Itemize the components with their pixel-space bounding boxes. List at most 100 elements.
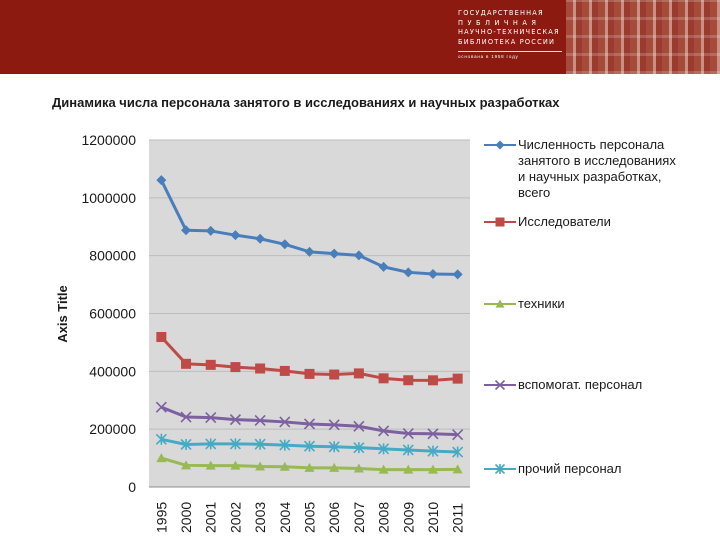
x-tick-label: 2000 <box>178 502 194 533</box>
data-point <box>353 250 364 261</box>
data-point <box>452 446 464 458</box>
y-tick-label: 0 <box>128 479 136 495</box>
y-axis-title: Axis Title <box>55 285 70 343</box>
data-point <box>427 464 438 474</box>
data-point <box>205 359 216 370</box>
data-point <box>495 299 505 308</box>
data-point <box>378 425 390 437</box>
data-point <box>452 373 463 384</box>
legend-label: всего <box>518 185 551 200</box>
x-tick-label: 2003 <box>252 502 268 533</box>
data-point <box>427 269 438 280</box>
data-point <box>329 369 340 380</box>
data-point <box>494 379 506 391</box>
x-tick-label: 2001 <box>203 502 219 533</box>
data-point <box>279 365 290 376</box>
data-point <box>304 368 315 379</box>
data-point <box>155 401 167 413</box>
data-point <box>402 427 414 440</box>
data-point <box>427 445 439 457</box>
data-point <box>279 461 290 471</box>
data-point <box>495 140 505 150</box>
data-point <box>180 438 192 451</box>
data-point <box>255 233 266 244</box>
data-point <box>303 440 316 452</box>
data-point <box>279 239 290 250</box>
x-tick-label: 2007 <box>351 502 367 533</box>
data-point <box>328 419 340 431</box>
data-point <box>353 420 365 432</box>
data-point <box>402 444 414 456</box>
building-photo <box>566 0 720 74</box>
x-tick-label: 2009 <box>400 502 416 533</box>
x-tick-label: 2008 <box>376 502 392 533</box>
logo-divider <box>458 51 562 52</box>
logo-line: ГОСУДАРСТВЕННАЯ <box>458 9 544 17</box>
x-tick-label: 2004 <box>277 502 293 533</box>
data-point <box>255 363 266 374</box>
data-point <box>255 461 266 471</box>
data-point <box>180 411 192 423</box>
data-point <box>205 438 217 450</box>
x-tick-label: 2005 <box>302 502 318 533</box>
data-point <box>156 453 167 463</box>
data-point <box>329 248 340 259</box>
data-point <box>229 414 241 426</box>
data-point <box>353 463 364 473</box>
data-point <box>452 269 463 280</box>
logo-line: П У Б Л И Ч Н А Я <box>458 18 538 27</box>
data-point <box>205 225 216 236</box>
legend-label: Численность персонала <box>518 137 665 152</box>
legend-label: занятого в исследованиях <box>518 153 676 168</box>
data-point <box>254 438 266 450</box>
x-tick-label: 1995 <box>153 502 169 533</box>
data-point <box>378 261 389 272</box>
data-point <box>279 439 291 451</box>
data-point <box>378 373 389 384</box>
data-point <box>427 375 438 386</box>
x-tick-label: 2011 <box>450 503 466 533</box>
legend-label: прочий персонал <box>518 461 622 476</box>
data-point <box>304 246 315 257</box>
logo-line: НАУЧНО-ТЕХНИЧЕСКАЯ <box>458 28 560 37</box>
data-point <box>304 462 315 472</box>
data-point <box>254 414 266 427</box>
data-point <box>205 460 216 470</box>
legend-label: Исследователи <box>518 214 611 229</box>
logo-tagline: основана в 1958 году <box>458 54 519 59</box>
data-point <box>452 429 464 441</box>
x-tick-label: 2002 <box>227 502 243 533</box>
legend-label: техники <box>518 296 565 311</box>
data-point <box>329 462 340 472</box>
data-point <box>494 463 506 475</box>
data-point <box>279 416 291 428</box>
data-point <box>303 418 316 430</box>
library-logo-text: ГОСУДАРСТВЕННАЯ П У Б Л И Ч Н А Я НАУЧНО… <box>458 9 568 47</box>
data-point <box>353 368 364 379</box>
y-tick-label: 1200000 <box>81 132 136 148</box>
y-tick-label: 600000 <box>89 306 136 322</box>
data-point <box>427 428 439 440</box>
data-point <box>403 267 414 278</box>
logo-line: БИБЛИОТЕКА РОССИИ <box>458 37 556 46</box>
data-point <box>229 438 241 450</box>
data-point <box>230 230 241 241</box>
building-photo-windows <box>566 0 720 74</box>
data-point <box>403 464 414 474</box>
data-point <box>181 460 192 470</box>
data-point <box>205 412 217 424</box>
data-point <box>378 443 390 455</box>
data-point <box>181 358 192 369</box>
data-point <box>353 442 365 454</box>
x-tick-label: 2010 <box>425 502 441 533</box>
legend-label: и научных разработках, <box>518 169 662 184</box>
data-point <box>378 464 389 474</box>
data-point <box>495 217 505 227</box>
data-point <box>155 433 167 445</box>
data-point <box>156 175 167 186</box>
x-tick-label: 2006 <box>326 502 342 533</box>
data-point <box>156 332 167 343</box>
data-point <box>452 464 463 474</box>
data-point <box>328 441 340 453</box>
